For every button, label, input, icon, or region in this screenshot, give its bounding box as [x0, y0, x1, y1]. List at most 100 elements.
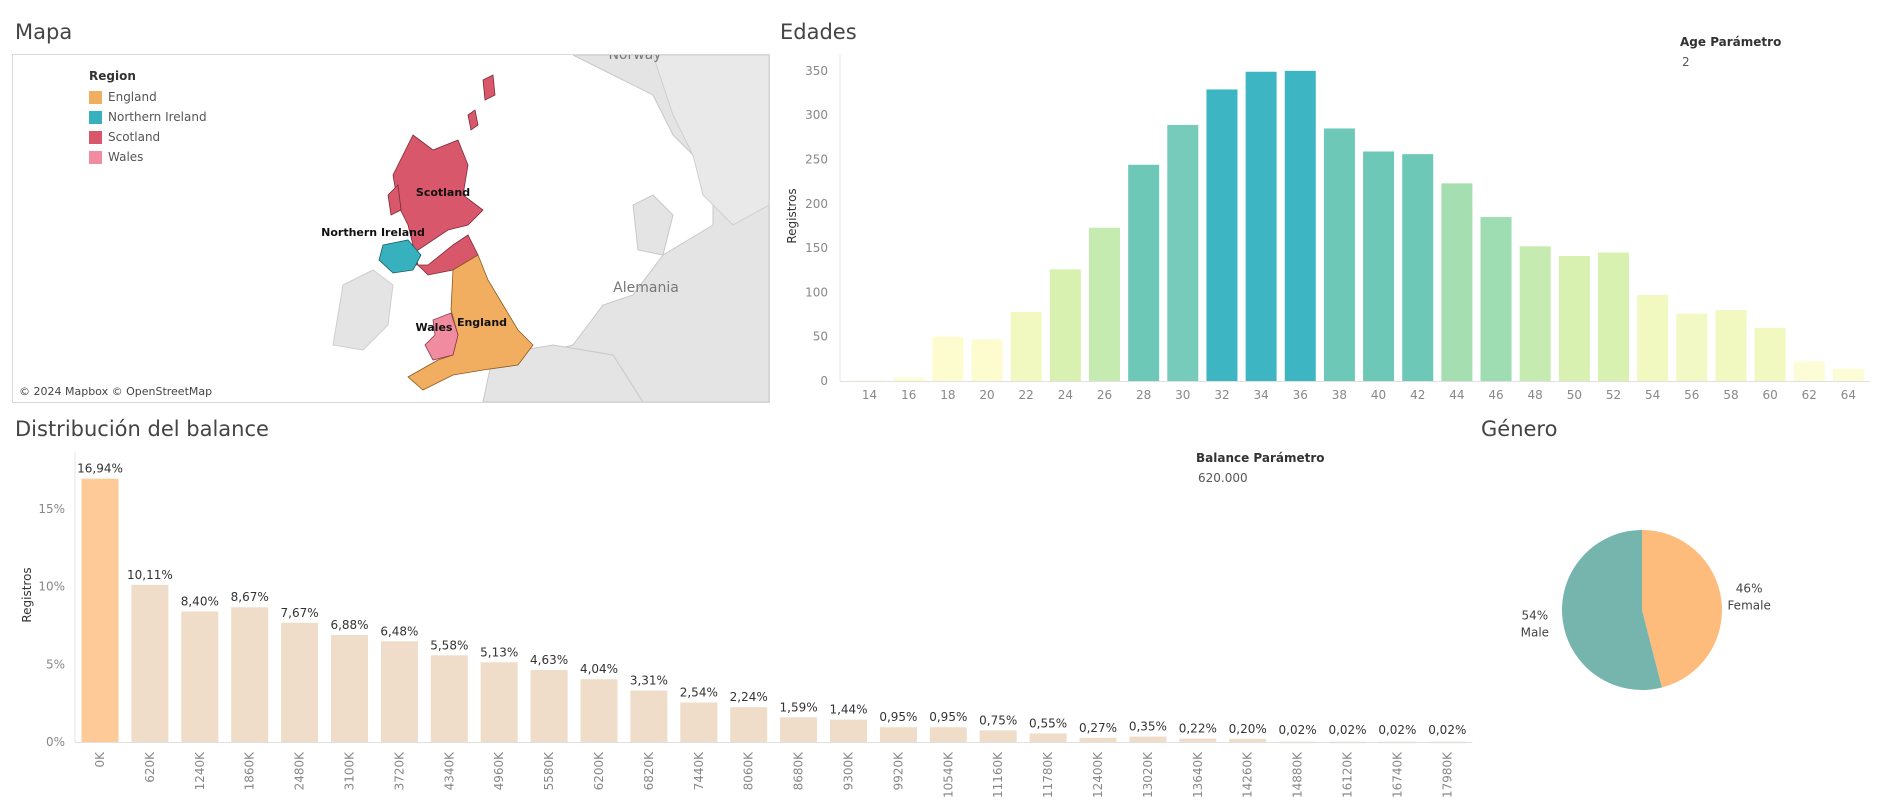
balance-bar[interactable]	[331, 635, 368, 742]
pie-pct-label: 54%	[1522, 609, 1549, 623]
balance-bar[interactable]	[281, 622, 319, 742]
balance-parameter-value[interactable]: 620.000	[1198, 471, 1248, 485]
balance-bar[interactable]	[580, 679, 618, 742]
legend-label: Scotland	[108, 130, 161, 144]
ages-bar[interactable]	[1715, 310, 1747, 381]
ages-bar[interactable]	[1793, 361, 1825, 381]
balance-bar[interactable]	[979, 730, 1017, 742]
pie-slice-female[interactable]	[1642, 530, 1722, 688]
balance-bar[interactable]	[1079, 737, 1117, 742]
balance-bar[interactable]	[1029, 733, 1067, 742]
balance-bar[interactable]	[131, 584, 169, 742]
ages-bar[interactable]	[1245, 71, 1277, 381]
balance-bar[interactable]	[879, 727, 917, 742]
balance-bar[interactable]	[480, 662, 518, 742]
ages-bar[interactable]	[1049, 269, 1081, 381]
map-attribution[interactable]: © 2024 Mapbox © OpenStreetMap	[19, 385, 213, 398]
ages-y-tick-label: 250	[805, 152, 828, 166]
ages-bar[interactable]	[1754, 327, 1786, 381]
ages-bar[interactable]	[1363, 151, 1395, 381]
ages-bar[interactable]	[1284, 70, 1316, 381]
legend-item-england[interactable]: England	[89, 87, 207, 107]
ages-x-tick-label: 40	[1371, 388, 1386, 402]
ages-x-tick-label: 24	[1058, 388, 1073, 402]
ages-bar[interactable]	[1323, 128, 1355, 381]
region-northern-ireland	[378, 239, 422, 274]
ages-x-tick-label: 50	[1567, 388, 1582, 402]
balance-bar-chart[interactable]: 0% 5% 10% 15% Registros 16,94% 0K 10,11% 620K 8,4…	[15, 450, 1495, 805]
balance-data-label: 0,55%	[1029, 716, 1067, 730]
balance-bar[interactable]	[1179, 738, 1217, 742]
balance-data-label: 6,88%	[330, 618, 368, 632]
balance-bar[interactable]	[830, 719, 867, 742]
ages-bar[interactable]	[1676, 313, 1708, 381]
ages-bar[interactable]	[932, 336, 964, 381]
pie-slice-label: Male	[1521, 626, 1549, 640]
legend-swatch	[89, 130, 102, 144]
ages-y-axis-label: Registros	[785, 188, 799, 243]
ages-x-tick-label: 46	[1488, 388, 1503, 402]
balance-bar[interactable]	[430, 655, 468, 742]
balance-data-label: 4,04%	[580, 662, 618, 676]
ages-bar[interactable]	[1167, 124, 1199, 382]
ages-bar[interactable]	[1010, 311, 1042, 381]
balance-data-label: 3,31%	[630, 674, 668, 688]
ages-x-tick-label: 52	[1606, 388, 1621, 402]
legend-label: England	[108, 90, 157, 104]
gender-pie-chart[interactable]: 46% Female 54% Male	[1500, 490, 1800, 750]
balance-x-tick-label: 9300K	[842, 751, 856, 791]
ages-bar[interactable]	[1206, 89, 1238, 381]
legend-item-scotland[interactable]: Scotland	[89, 127, 207, 147]
ages-bar[interactable]	[1402, 154, 1434, 381]
ages-bar[interactable]	[1558, 256, 1590, 381]
balance-data-label: 16,94%	[77, 462, 123, 476]
balance-bar[interactable]	[929, 727, 967, 742]
balance-bar[interactable]	[730, 707, 768, 742]
balance-bar[interactable]	[81, 478, 119, 742]
ages-x-tick-label: 16	[901, 388, 916, 402]
balance-bar[interactable]	[530, 670, 568, 742]
ages-bar[interactable]	[1089, 227, 1120, 381]
balance-data-label: 8,40%	[181, 594, 219, 608]
ages-x-tick-label: 56	[1684, 388, 1699, 402]
balance-bar[interactable]	[181, 611, 219, 742]
ages-bar[interactable]	[854, 380, 886, 381]
balance-data-label: 5,13%	[480, 645, 518, 659]
ages-bar[interactable]	[1480, 217, 1512, 381]
ages-bar[interactable]	[1128, 164, 1160, 381]
age-parameter[interactable]: Age Parámetro 2	[1680, 35, 1781, 69]
legend-item-wales[interactable]: Wales	[89, 147, 207, 167]
ages-x-tick-label: 62	[1802, 388, 1817, 402]
map-label-norway: Norway	[608, 55, 661, 63]
balance-x-tick-label: 14880K	[1291, 751, 1305, 798]
ages-bar[interactable]	[971, 339, 1003, 381]
balance-data-label: 0,95%	[929, 710, 967, 724]
uk-region-map[interactable]: Scotland Northern Ireland Wales England …	[12, 54, 770, 403]
ages-bar[interactable]	[1637, 295, 1669, 381]
balance-x-tick-label: 4340K	[442, 751, 456, 791]
ages-y-tick-label: 150	[805, 241, 828, 255]
pie-slice-male[interactable]	[1562, 530, 1662, 690]
balance-x-tick-label: 7440K	[692, 751, 706, 791]
balance-parameter[interactable]: Balance Parámetro 620.000	[1196, 451, 1325, 485]
ages-bar[interactable]	[1832, 368, 1864, 381]
balance-x-tick-label: 9920K	[891, 751, 905, 791]
balance-bar[interactable]	[780, 717, 818, 742]
ages-x-tick-label: 28	[1136, 388, 1151, 402]
gender-title: Género	[1481, 417, 1558, 441]
ages-x-tick-label: 42	[1410, 388, 1425, 402]
ages-bar[interactable]	[1598, 252, 1629, 381]
ages-bar[interactable]	[893, 377, 925, 381]
balance-bar[interactable]	[1129, 736, 1167, 742]
balance-bar[interactable]	[380, 641, 418, 742]
balance-bar[interactable]	[680, 702, 718, 742]
balance-bar[interactable]	[630, 690, 668, 742]
balance-bar[interactable]	[1229, 738, 1267, 742]
legend-item-northern-ireland[interactable]: Northern Ireland	[89, 107, 207, 127]
age-parameter-value[interactable]: 2	[1682, 55, 1690, 69]
balance-bar[interactable]	[231, 607, 269, 742]
ages-bar[interactable]	[1519, 246, 1551, 381]
balance-y-axis-label: Registros	[20, 567, 34, 622]
ages-bar[interactable]	[1441, 183, 1473, 381]
